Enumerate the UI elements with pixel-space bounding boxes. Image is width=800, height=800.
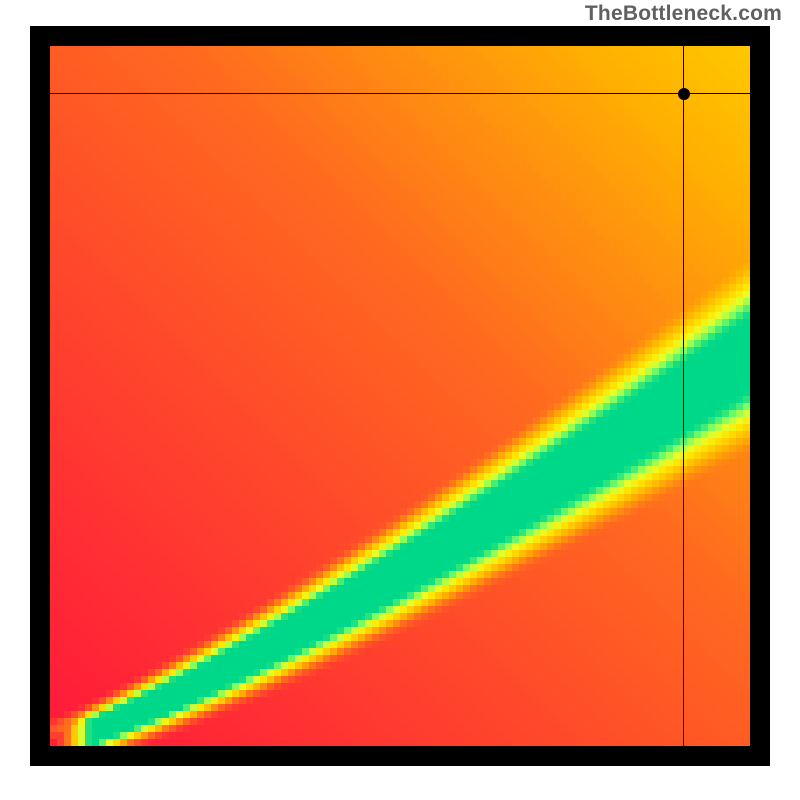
watermark-text: TheBottleneck.com: [585, 2, 782, 26]
heatmap-canvas: [50, 46, 750, 746]
chart-inner-area: [50, 46, 750, 746]
chart-outer-frame: [30, 26, 770, 766]
